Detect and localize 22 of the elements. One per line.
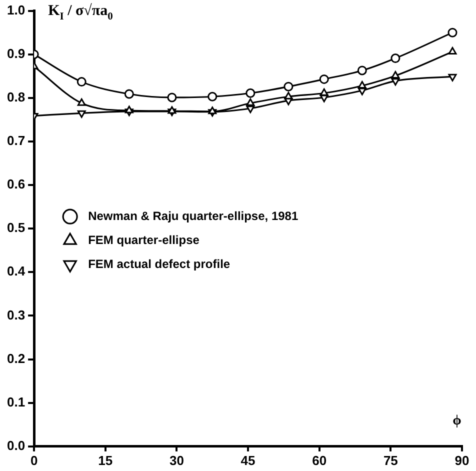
x-tick-label: 75 [383, 452, 398, 468]
legend-label: FEM actual defect profile [88, 256, 230, 271]
x-axis-title: ϕ [452, 413, 462, 428]
y-tick-label: 0.5 [6, 220, 26, 236]
y-tick-label: 0.0 [6, 438, 26, 453]
x-tick-label: 15 [98, 452, 113, 468]
y-tick-label: 0.3 [6, 307, 26, 322]
y-tick-label: 0.1 [6, 394, 26, 410]
x-tick-label: 30 [169, 452, 184, 468]
y-tick-label: 0.9 [6, 46, 26, 61]
legend-label: FEM quarter-ellipse [88, 232, 200, 247]
y-tick-label: 0.4 [6, 264, 26, 279]
y-tick-label: 0.8 [6, 90, 26, 104]
x-tick-label: 60 [312, 452, 327, 468]
y-tick-label: 0.2 [6, 350, 26, 366]
y-tick-label: 1.0 [6, 2, 26, 18]
x-tick-label: 90 [454, 452, 470, 468]
x-tick-label: 45 [240, 452, 256, 468]
y-tick-label: 0.6 [6, 176, 26, 192]
y-tick-label: 0.7 [6, 133, 26, 148]
legend-label: Newman & Raju quarter-ellipse, 1981 [88, 208, 298, 223]
x-tick-label: 0 [30, 452, 38, 468]
